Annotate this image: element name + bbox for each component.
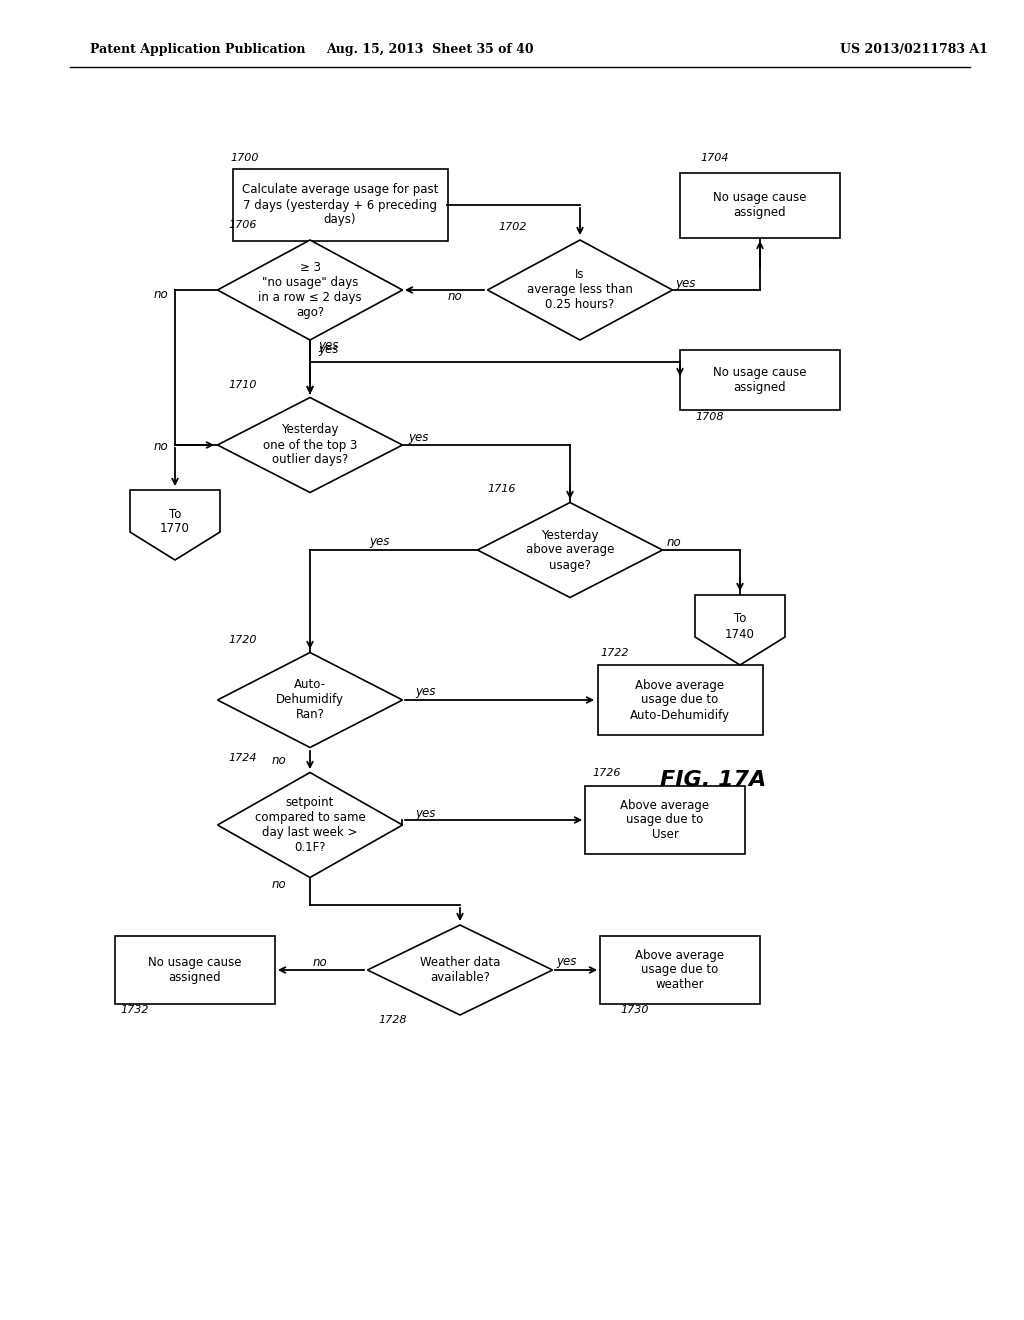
- Text: Is
average less than
0.25 hours?: Is average less than 0.25 hours?: [527, 268, 633, 312]
- Text: no: no: [271, 879, 286, 891]
- Text: Above average
usage due to
Auto-Dehumidify: Above average usage due to Auto-Dehumidi…: [630, 678, 730, 722]
- Text: To
1770: To 1770: [160, 507, 189, 536]
- Text: no: no: [667, 536, 682, 549]
- Text: 1720: 1720: [228, 635, 256, 645]
- Text: To
1740: To 1740: [725, 612, 755, 640]
- Text: 1704: 1704: [700, 153, 728, 162]
- FancyBboxPatch shape: [680, 350, 840, 411]
- Text: No usage cause
assigned: No usage cause assigned: [714, 366, 807, 393]
- Text: yes: yes: [415, 685, 435, 698]
- Text: 1722: 1722: [600, 648, 629, 657]
- Text: yes: yes: [408, 432, 428, 445]
- Text: 1726: 1726: [592, 768, 621, 777]
- Text: no: no: [271, 754, 286, 767]
- Polygon shape: [217, 240, 402, 341]
- Polygon shape: [487, 240, 673, 341]
- Text: 1708: 1708: [695, 412, 724, 422]
- Text: 1730: 1730: [620, 1005, 648, 1015]
- Text: no: no: [447, 290, 463, 304]
- Polygon shape: [695, 595, 785, 665]
- Text: Auto-
Dehumidify
Ran?: Auto- Dehumidify Ran?: [276, 678, 344, 722]
- Text: 1724: 1724: [228, 752, 256, 763]
- Text: yes: yes: [318, 343, 338, 356]
- Text: Weather data
available?: Weather data available?: [420, 956, 500, 983]
- Text: 1700: 1700: [230, 153, 258, 162]
- Polygon shape: [130, 490, 220, 560]
- Text: Calculate average usage for past
7 days (yesterday + 6 preceding
days): Calculate average usage for past 7 days …: [242, 183, 438, 227]
- Text: Above average
usage due to
User: Above average usage due to User: [621, 799, 710, 842]
- Text: yes: yes: [415, 807, 435, 820]
- Text: Aug. 15, 2013  Sheet 35 of 40: Aug. 15, 2013 Sheet 35 of 40: [327, 44, 534, 57]
- Text: Patent Application Publication: Patent Application Publication: [90, 44, 305, 57]
- FancyBboxPatch shape: [115, 936, 275, 1005]
- Text: 1732: 1732: [120, 1005, 148, 1015]
- Text: yes: yes: [675, 276, 695, 289]
- Text: US 2013/0211783 A1: US 2013/0211783 A1: [840, 44, 988, 57]
- Text: yes: yes: [318, 338, 338, 351]
- Text: No usage cause
assigned: No usage cause assigned: [148, 956, 242, 983]
- Text: yes: yes: [556, 956, 577, 969]
- Text: no: no: [154, 441, 168, 454]
- Text: setpoint
compared to same
day last week >
0.1F?: setpoint compared to same day last week …: [255, 796, 366, 854]
- Text: no: no: [154, 289, 168, 301]
- Text: 1716: 1716: [487, 484, 515, 494]
- Text: 1706: 1706: [228, 220, 256, 230]
- Text: no: no: [312, 956, 328, 969]
- Text: Above average
usage due to
weather: Above average usage due to weather: [636, 949, 725, 991]
- Text: 1710: 1710: [228, 380, 256, 389]
- Text: yes: yes: [370, 536, 390, 549]
- Text: ≥ 3
"no usage" days
in a row ≤ 2 days
ago?: ≥ 3 "no usage" days in a row ≤ 2 days ag…: [258, 261, 361, 319]
- Text: Yesterday
one of the top 3
outlier days?: Yesterday one of the top 3 outlier days?: [263, 424, 357, 466]
- Text: Yesterday
above average
usage?: Yesterday above average usage?: [525, 528, 614, 572]
- Polygon shape: [368, 925, 553, 1015]
- Text: No usage cause
assigned: No usage cause assigned: [714, 191, 807, 219]
- Polygon shape: [217, 772, 402, 878]
- FancyBboxPatch shape: [680, 173, 840, 238]
- Polygon shape: [217, 397, 402, 492]
- Polygon shape: [477, 503, 663, 598]
- FancyBboxPatch shape: [600, 936, 760, 1005]
- Text: 1728: 1728: [378, 1015, 407, 1026]
- FancyBboxPatch shape: [232, 169, 447, 242]
- Text: 1702: 1702: [498, 222, 526, 232]
- Text: FIG. 17A: FIG. 17A: [660, 770, 766, 789]
- FancyBboxPatch shape: [597, 665, 763, 735]
- Polygon shape: [217, 652, 402, 747]
- FancyBboxPatch shape: [585, 785, 745, 854]
